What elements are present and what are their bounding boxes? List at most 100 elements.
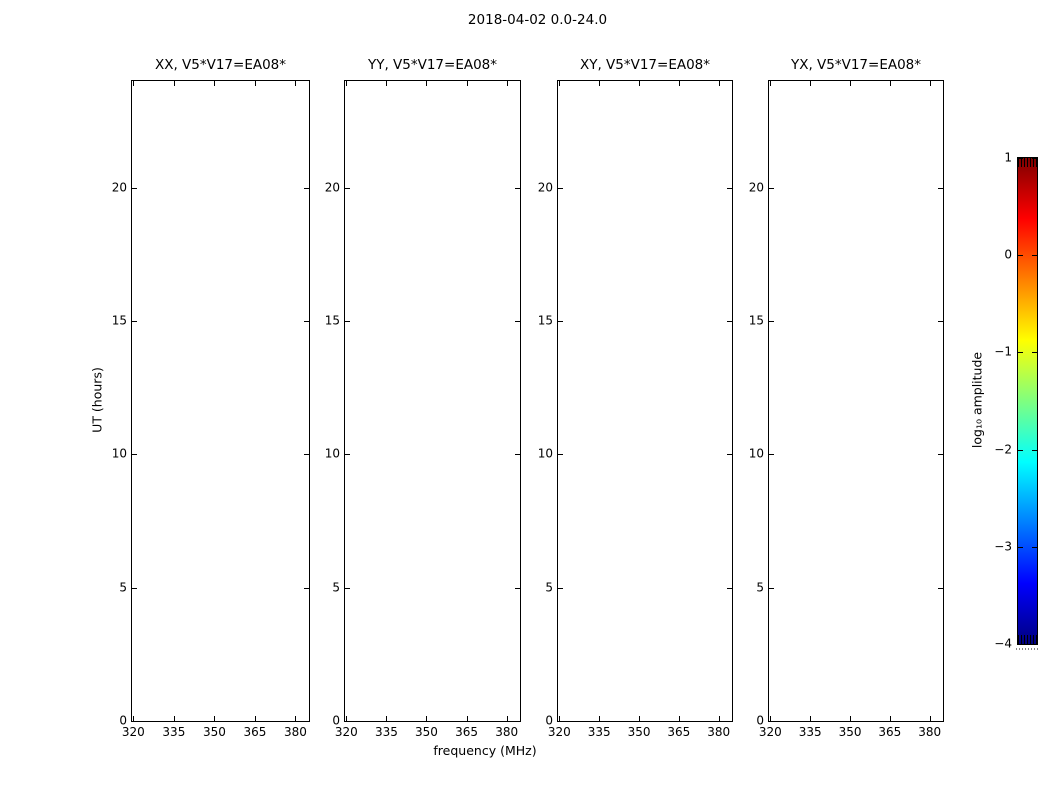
x-tick-mark-top [426,81,428,86]
y-tick-label: 0 [119,713,127,728]
y-tick-mark-left [345,454,350,456]
colorbar-comb-top [1018,158,1037,167]
colorbar-tick-mark-right [1032,644,1037,645]
x-tick-mark-top [810,81,812,86]
x-tick-mark-top [506,81,508,86]
colorbar-tick-mark-left [1018,352,1023,354]
x-tick-label: 350 [202,725,226,739]
y-tick-mark-left [345,721,350,722]
panel-title-xx: XX, V5*V17=EA08* [154,57,287,73]
x-tick-mark-top [639,81,641,86]
x-tick-mark-top [718,81,720,86]
y-tick-mark-right [727,321,732,322]
x-tick-mark-bottom [639,716,641,721]
colorbar-tick-mark-left [1018,546,1023,548]
y-tick-mark-right [938,187,943,189]
x-tick-mark-bottom [506,716,508,721]
x-tick-label: 335 [587,725,611,739]
y-tick-mark-left [132,587,137,589]
x-tick-label: 320 [121,725,145,739]
y-tick-mark-left [558,187,563,189]
x-tick-mark-bottom [810,716,812,721]
y-tick-mark-right [304,587,309,589]
y-tick-label: 20 [324,180,340,195]
panel-title-xy: XY, V5*V17=EA08* [579,57,711,73]
colorbar-tick-label: 0 [1004,247,1012,262]
x-tick-mark-top [466,81,468,86]
x-tick-mark-bottom [850,716,852,721]
x-tick-label: 380 [918,725,942,739]
x-tick-label: 350 [838,725,862,739]
y-tick-label: 20 [537,180,553,195]
x-tick-label: 350 [627,725,651,739]
colorbar-tick-mark-left [1018,644,1023,645]
y-tick-mark-right [938,321,943,322]
plot-area-xx: 320 335 350 365 380 0 5 10 15 20 [112,80,310,739]
colorbar-dots [1016,648,1040,650]
y-tick-label: 5 [756,580,764,595]
panel-yy: YY, V5*V17=EA08* 320 335 350 365 380 0 5 10 15 20 [325,57,521,747]
y-tick-label: 20 [111,180,127,195]
x-tick-mark-bottom [295,716,297,721]
y-tick-label: 15 [537,313,553,328]
y-tick-mark-right [515,187,520,189]
y-tick-mark-left [132,187,137,189]
y-tick-label: 15 [748,313,764,328]
y-tick-mark-left [769,187,774,189]
y-tick-label: 5 [545,580,553,595]
x-tick-label: 380 [707,725,731,739]
y-tick-label: 10 [111,446,127,461]
x-tick-label: 380 [284,725,307,739]
plot-area-yx: 320 335 350 365 380 0 5 10 15 20 [749,80,944,739]
y-tick-label: 0 [545,713,553,728]
x-tick-mark-bottom [386,716,388,721]
panel-xy: XY, V5*V17=EA08* 320 335 350 365 380 0 5 10 15 20 [538,57,733,747]
colorbar-label: log₁₀ amplitude [969,351,985,449]
colorbar-tick-mark-right [1032,449,1037,451]
y-tick-mark-left [558,454,563,456]
y-tick-mark-left [769,721,774,722]
x-tick-mark-top [133,81,135,86]
panel-title-yx: YX, V5*V17=EA08* [790,57,922,73]
y-tick-mark-left [769,321,774,322]
y-axis-label: UT (hours) [89,367,105,433]
y-tick-mark-right [515,454,520,456]
colorbar-tick-mark-right [1032,158,1037,159]
y-tick-label: 5 [332,580,340,595]
x-tick-label: 320 [334,725,358,739]
y-tick-mark-left [558,321,563,322]
y-tick-mark-right [938,587,943,589]
colorbar-tick-mark-right [1032,352,1037,354]
x-tick-mark-bottom [770,716,772,721]
colorbar-tick-label: −3 [994,539,1012,554]
colorbar-tick-label: −4 [994,636,1012,651]
x-tick-mark-bottom [173,716,175,721]
x-tick-mark-top [173,81,175,86]
x-tick-label: 365 [667,725,691,739]
colorbar-comb-bottom [1018,635,1037,644]
x-tick-mark-bottom [929,716,931,721]
x-tick-mark-bottom [466,716,468,721]
y-tick-label: 0 [332,713,340,728]
figure-title: 2018-04-02 0.0-24.0 [467,12,608,28]
x-tick-mark-bottom [718,716,720,721]
x-tick-mark-top [295,81,297,86]
x-tick-label: 350 [415,725,438,739]
x-tick-mark-top [770,81,772,86]
colorbar-tick-mark-right [1032,546,1037,548]
x-tick-mark-top [678,81,680,86]
y-tick-mark-right [515,587,520,589]
x-tick-mark-bottom [346,716,348,721]
x-tick-label: 365 [878,725,902,739]
y-tick-label: 0 [756,713,764,728]
y-tick-mark-right [727,587,732,589]
y-tick-mark-left [345,587,350,589]
x-tick-mark-top [599,81,601,86]
y-tick-label: 20 [748,180,764,195]
x-tick-mark-top [254,81,256,86]
y-tick-label: 5 [119,580,127,595]
plot-area-xy: 320 335 350 365 380 0 5 10 15 20 [538,80,733,739]
x-tick-mark-top [559,81,561,86]
y-tick-mark-right [938,721,943,722]
colorbar-tick-mark-left [1018,158,1023,159]
